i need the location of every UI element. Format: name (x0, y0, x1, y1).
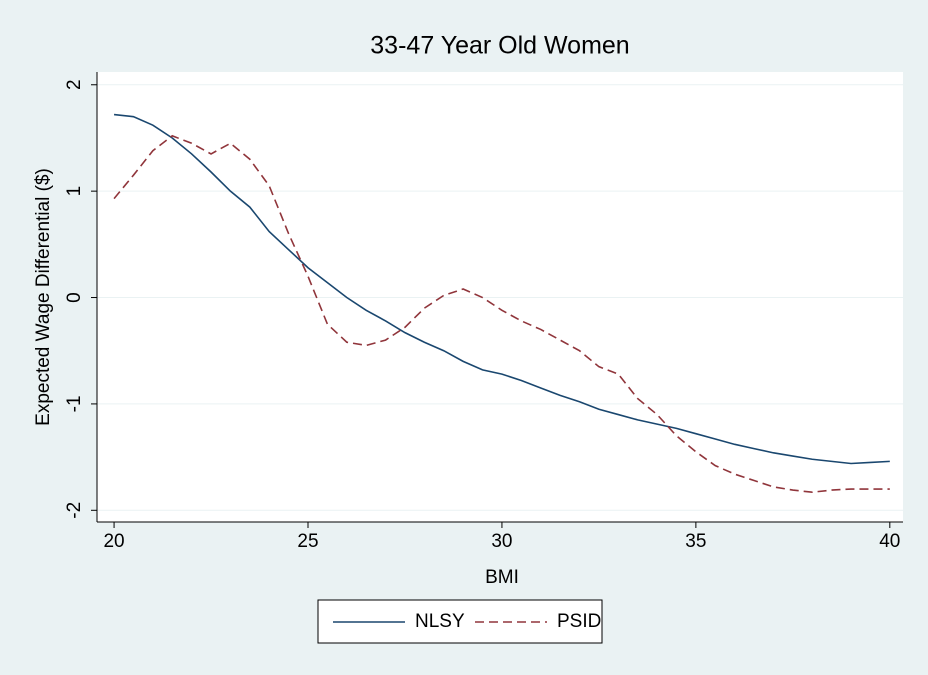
y-axis-label: Expected Wage Differential ($) (33, 168, 54, 426)
y-tick-label: 1 (64, 186, 85, 197)
y-tick-label: -2 (64, 502, 85, 519)
line-series (113, 113, 890, 465)
x-axis-label: BMI (485, 567, 519, 588)
plot-area (97, 72, 903, 522)
y-tick-label: -1 (64, 395, 85, 412)
line-series (113, 134, 890, 494)
x-tick-label: 30 (491, 531, 512, 552)
x-tick-label: 40 (879, 531, 900, 552)
chart-title: 33-47 Year Old Women (370, 32, 629, 60)
x-tick-label: 35 (685, 531, 706, 552)
x-tick-label: 25 (297, 531, 318, 552)
legend-label: NLSY (415, 611, 465, 632)
y-tick-label: 0 (64, 292, 85, 303)
y-tick-label: 2 (64, 79, 85, 90)
x-tick-label: 20 (103, 531, 124, 552)
legend-label: PSID (557, 611, 601, 632)
